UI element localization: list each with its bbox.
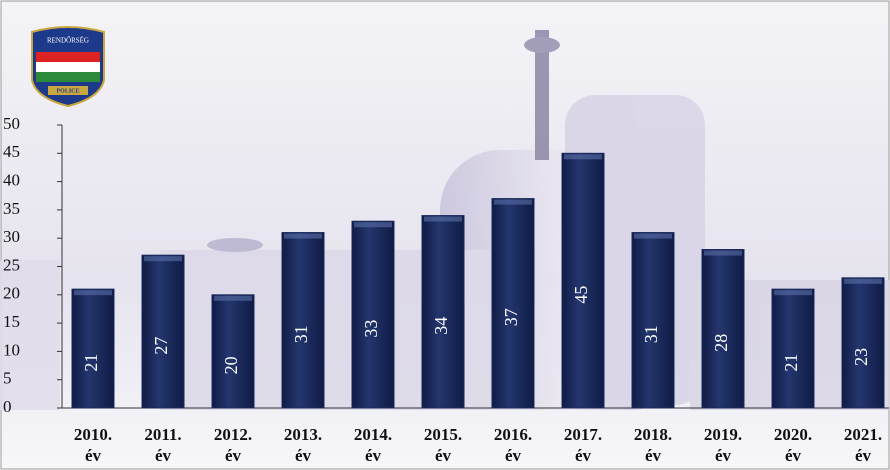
value-label: 27 <box>151 337 171 355</box>
bar <box>841 277 885 409</box>
y-tick-label: 25 <box>3 255 20 274</box>
bar <box>211 294 255 409</box>
value-label: 21 <box>781 354 801 372</box>
bar-highlight <box>74 290 112 296</box>
bar-highlight <box>634 233 672 239</box>
bar-highlight <box>144 256 182 262</box>
value-label: 45 <box>571 286 591 304</box>
value-label: 21 <box>81 354 101 372</box>
bar-highlight <box>494 199 532 205</box>
y-tick-label: 45 <box>3 142 20 161</box>
x-tick-label: 2016. év <box>493 425 533 465</box>
police-logo: RENDŐRSÉG POLICE <box>31 26 105 108</box>
x-tick-label: 2010. év <box>73 425 113 465</box>
bar <box>561 152 605 409</box>
bar <box>71 288 115 409</box>
x-tick-label: 2013. év <box>283 425 323 465</box>
value-label: 20 <box>221 356 241 374</box>
bar <box>141 254 185 409</box>
y-tick-label: 5 <box>3 369 12 388</box>
bar-highlight <box>704 250 742 256</box>
y-tick-label: 15 <box>3 312 20 331</box>
x-tick-label: 2017. év <box>563 425 603 465</box>
x-tick-label: 2019. év <box>703 425 743 465</box>
value-label: 37 <box>501 308 521 326</box>
bar <box>351 220 395 409</box>
y-tick-label: 40 <box>3 171 20 190</box>
value-label: 34 <box>431 317 451 335</box>
value-label: 33 <box>361 320 381 338</box>
value-label: 31 <box>291 325 311 343</box>
value-label: 31 <box>641 325 661 343</box>
value-label: 28 <box>711 334 731 352</box>
x-tick-label: 2018. év <box>633 425 673 465</box>
bar-highlight <box>844 278 882 284</box>
bar-highlight <box>424 216 462 222</box>
y-tick-label: 30 <box>3 227 20 246</box>
bar <box>491 198 535 409</box>
x-tick-label: 2012. év <box>213 425 253 465</box>
logo-text: POLICE <box>56 88 79 94</box>
y-tick-label: 0 <box>3 397 12 416</box>
bar-highlight <box>564 154 602 160</box>
bar-highlight <box>774 290 812 296</box>
y-tick-label: 35 <box>3 199 20 218</box>
y-tick-label: 20 <box>3 284 20 303</box>
bar-highlight <box>214 295 252 301</box>
y-tick-label: 50 <box>3 114 20 133</box>
bar <box>281 232 325 409</box>
bar-highlight <box>354 222 392 228</box>
y-tick-label: 10 <box>3 340 20 359</box>
logo-text: RENDŐRSÉG <box>47 37 89 45</box>
x-tick-label: 2021. év <box>843 425 883 465</box>
bar <box>701 249 745 409</box>
bar <box>421 215 465 409</box>
x-tick-label: 2014. év <box>353 425 393 465</box>
bar-highlight <box>284 233 322 239</box>
x-tick-label: 2020. év <box>773 425 813 465</box>
value-label: 23 <box>851 348 871 366</box>
x-tick-label: 2015. év <box>423 425 463 465</box>
bar <box>771 288 815 409</box>
x-tick-label: 2011. év <box>144 425 182 465</box>
bar <box>631 232 675 409</box>
